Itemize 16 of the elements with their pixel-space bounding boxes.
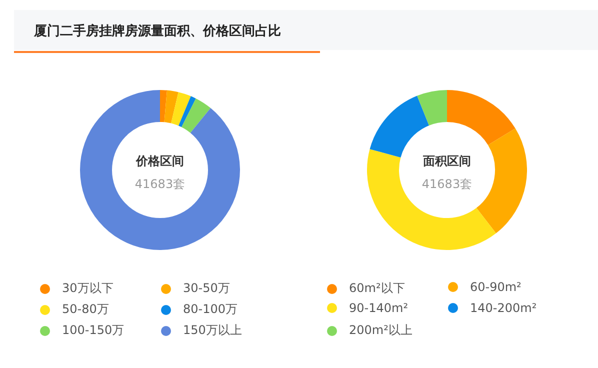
text: 41683套 [420,176,474,193]
legend-label: 80-100万 [183,301,238,318]
legend-label: 100-150万 [62,322,124,339]
legend-label: 90-140m² [349,301,408,315]
text: 价格区间 [134,153,185,170]
legend-label: 150万以上 [183,322,242,339]
legend-label: 60-90m² [470,280,522,294]
legend-label: 30-50万 [183,280,230,297]
legend-label: 50-80万 [62,301,109,318]
legend-label: 140-200m² [470,301,537,315]
legend-label: 30万以下 [62,280,114,297]
legend-label: 60m²以下 [349,280,405,297]
text: 厦门二手房挂牌房源量面积、价格区间占比 [34,22,281,40]
legend-label: 200m²以上 [349,322,412,339]
text: 面积区间 [422,153,472,170]
text: 41683套 [134,176,186,193]
